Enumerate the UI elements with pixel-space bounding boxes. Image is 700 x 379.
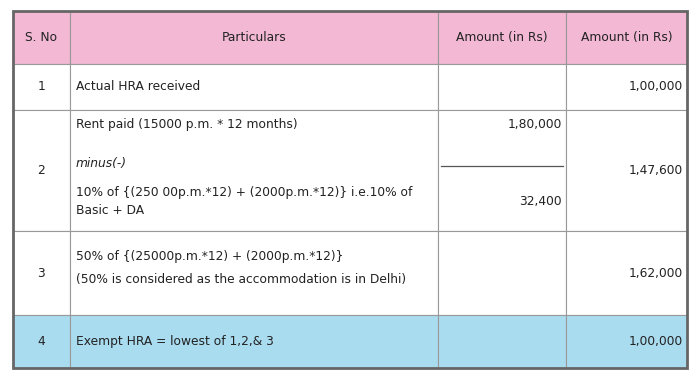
Text: Amount (in Rs): Amount (in Rs) xyxy=(456,31,547,44)
Text: S. No: S. No xyxy=(25,31,57,44)
Bar xyxy=(13,64,70,110)
Bar xyxy=(566,315,687,368)
Text: 32,400: 32,400 xyxy=(519,196,561,208)
Bar xyxy=(70,64,438,110)
Bar xyxy=(438,11,566,64)
Text: (50% is considered as the accommodation is in Delhi): (50% is considered as the accommodation … xyxy=(76,273,406,287)
Text: 2: 2 xyxy=(37,164,46,177)
Text: minus(-): minus(-) xyxy=(76,157,127,170)
Text: 1,47,600: 1,47,600 xyxy=(629,164,683,177)
Bar xyxy=(70,315,438,368)
Text: 1,00,000: 1,00,000 xyxy=(629,335,683,348)
Text: Basic + DA: Basic + DA xyxy=(76,204,144,217)
Bar xyxy=(70,231,438,315)
Bar xyxy=(70,11,438,64)
Text: 50% of {(25000p.m.*12) + (2000p.m.*12)}: 50% of {(25000p.m.*12) + (2000p.m.*12)} xyxy=(76,250,343,263)
Text: Rent paid (15000 p.m. * 12 months): Rent paid (15000 p.m. * 12 months) xyxy=(76,118,298,131)
Text: Exempt HRA = lowest of 1,2,& 3: Exempt HRA = lowest of 1,2,& 3 xyxy=(76,335,274,348)
Bar xyxy=(566,64,687,110)
Bar xyxy=(13,315,70,368)
Bar xyxy=(566,110,687,231)
Text: Particulars: Particulars xyxy=(221,31,286,44)
Text: Actual HRA received: Actual HRA received xyxy=(76,80,200,94)
Text: 1: 1 xyxy=(37,80,46,94)
Text: 10% of {(250 00p.m.*12) + (2000p.m.*12)} i.e.10% of: 10% of {(250 00p.m.*12) + (2000p.m.*12)}… xyxy=(76,186,412,199)
Text: 3: 3 xyxy=(37,267,46,280)
Text: 1,00,000: 1,00,000 xyxy=(629,80,683,94)
Bar xyxy=(438,231,566,315)
Bar xyxy=(566,231,687,315)
Text: Amount (in Rs): Amount (in Rs) xyxy=(581,31,673,44)
Text: 4: 4 xyxy=(37,335,46,348)
Bar xyxy=(566,11,687,64)
Text: 1,80,000: 1,80,000 xyxy=(508,118,561,131)
Bar xyxy=(70,110,438,231)
Bar xyxy=(438,315,566,368)
Bar xyxy=(438,110,566,231)
Text: 1,62,000: 1,62,000 xyxy=(629,267,683,280)
Bar xyxy=(438,64,566,110)
Bar xyxy=(13,11,70,64)
Bar xyxy=(13,231,70,315)
Bar xyxy=(13,110,70,231)
